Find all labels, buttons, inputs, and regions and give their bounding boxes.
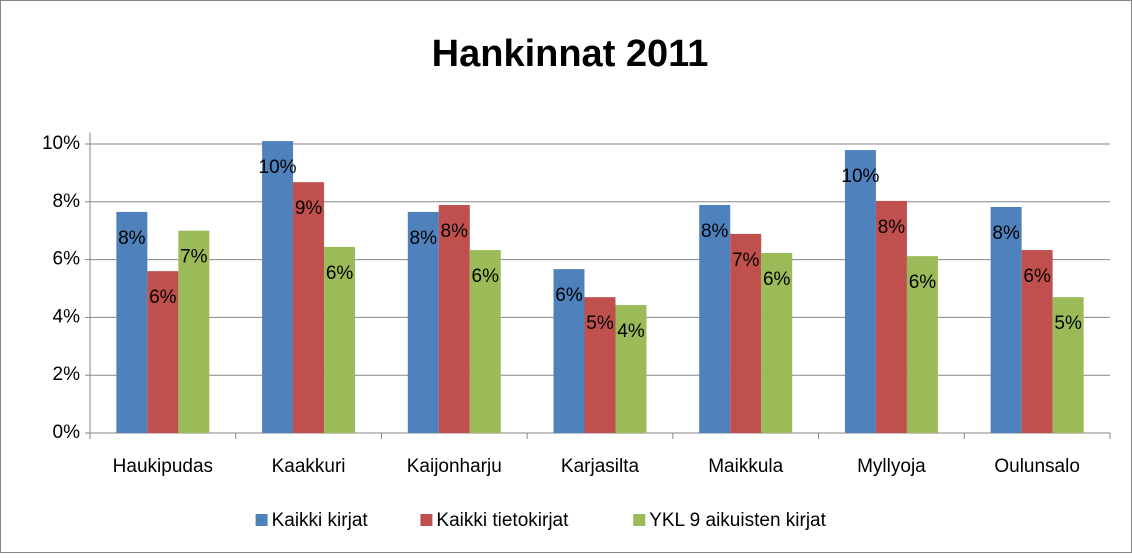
- value-label: 5%: [1054, 313, 1082, 334]
- bar: [990, 207, 1022, 433]
- bar: [116, 211, 148, 433]
- value-label: 8%: [410, 228, 438, 249]
- y-tick-label: 0%: [53, 422, 81, 443]
- y-tick-label: 6%: [53, 249, 81, 270]
- value-label: 6%: [472, 266, 500, 287]
- x-tick-label: Kaijonharju: [407, 456, 502, 477]
- bar: [178, 230, 210, 433]
- value-label: 6%: [326, 263, 354, 284]
- value-label: 8%: [701, 221, 729, 242]
- value-label: 8%: [441, 221, 469, 242]
- value-label: 6%: [149, 287, 177, 308]
- bar: [761, 252, 793, 433]
- value-label: 8%: [878, 217, 906, 238]
- x-tick-label: Karjasilta: [561, 456, 640, 477]
- value-label: 8%: [118, 228, 146, 249]
- bar: [875, 200, 907, 433]
- bar: [730, 233, 762, 433]
- x-tick-label: Oulunsalo: [994, 456, 1080, 477]
- bar: [469, 250, 501, 433]
- value-label: 10%: [259, 157, 297, 178]
- value-label: 9%: [295, 198, 323, 219]
- value-label: 6%: [763, 269, 791, 290]
- chart-title: Hankinnat 2011: [432, 33, 709, 75]
- x-tick-label: Kaakkuri: [272, 456, 346, 477]
- legend-label: YKL 9 aikuisten kirjat: [649, 510, 826, 531]
- y-tick-label: 4%: [53, 306, 81, 327]
- bar: [1021, 250, 1053, 433]
- value-label: 5%: [586, 313, 614, 334]
- y-tick-label: 2%: [53, 364, 81, 385]
- bar: [553, 269, 585, 433]
- bar: [147, 271, 179, 433]
- value-label: 6%: [1023, 266, 1051, 287]
- x-tick-label: Myllyoja: [857, 456, 926, 477]
- value-label: 7%: [180, 247, 208, 268]
- bar: [438, 204, 470, 433]
- legend-label: Kaikki tietokirjat: [436, 510, 569, 531]
- bar: [324, 246, 356, 433]
- value-label: 10%: [841, 166, 879, 187]
- value-label: 6%: [909, 272, 937, 293]
- y-tick-label: 8%: [53, 191, 81, 212]
- legend-label: Kaikki kirjat: [272, 510, 369, 531]
- bar: [906, 256, 938, 433]
- bar: [1052, 297, 1084, 433]
- legend-swatch: [633, 514, 646, 526]
- x-tick-label: Haukipudas: [113, 456, 213, 477]
- y-tick-label: 10%: [42, 133, 80, 154]
- bar: [844, 150, 876, 433]
- legend-swatch: [420, 514, 433, 526]
- x-tick-label: Maikkula: [708, 456, 783, 477]
- value-label: 4%: [617, 321, 645, 342]
- bar: [293, 182, 325, 433]
- bar: [584, 297, 616, 433]
- value-label: 8%: [992, 223, 1020, 244]
- legend-swatch: [255, 514, 268, 526]
- value-label: 6%: [555, 285, 583, 306]
- bar: [407, 211, 439, 433]
- bar: [615, 304, 647, 433]
- bar: [699, 204, 731, 433]
- bar: [262, 141, 294, 434]
- value-label: 7%: [732, 250, 760, 271]
